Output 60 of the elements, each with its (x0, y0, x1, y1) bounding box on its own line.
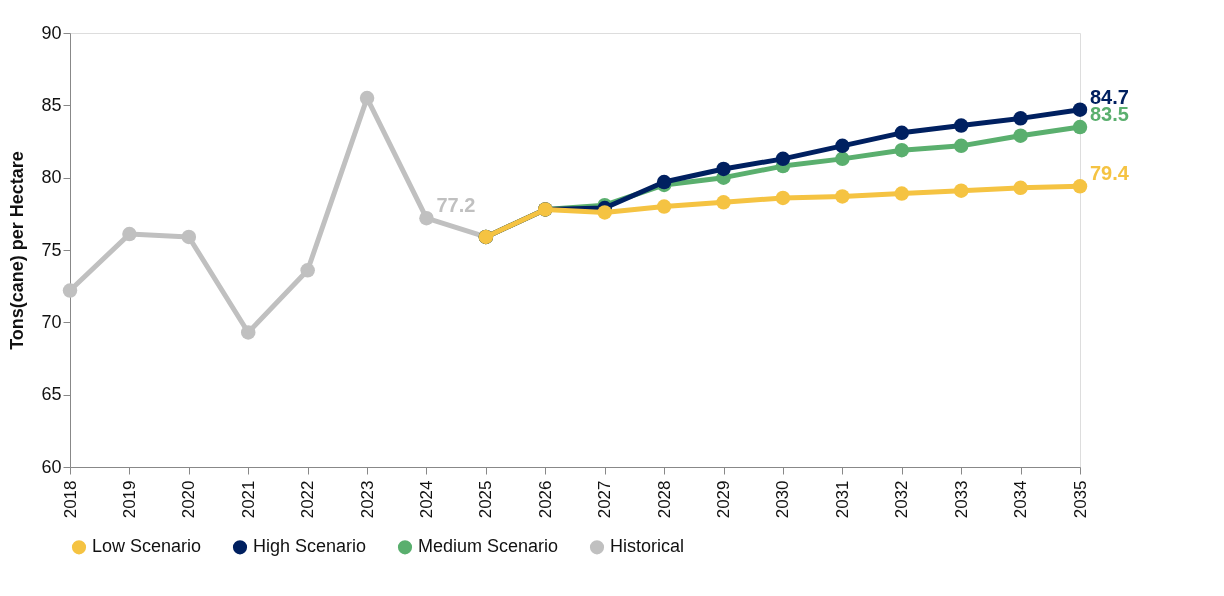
data-label: 77.2 (436, 194, 476, 217)
point (181, 229, 197, 245)
point (1072, 102, 1088, 117)
point (1013, 128, 1028, 143)
y-tick-label: 90 (41, 22, 62, 43)
legend-label: Medium Scenario (418, 536, 559, 557)
point (953, 183, 969, 198)
y-axis-title: Tons(cane) per Hectare (7, 151, 28, 350)
point (1072, 179, 1088, 194)
point (775, 151, 791, 167)
data-label: 79.4 (1090, 162, 1130, 185)
point (775, 190, 791, 206)
point (1013, 180, 1028, 196)
x-tick-label: 2028 (654, 480, 674, 519)
x-tick-label: 2033 (951, 480, 971, 519)
y-tick-label: 75 (41, 239, 62, 260)
point (1013, 111, 1028, 126)
x-tick-label: 2030 (773, 480, 793, 519)
legend-label: Low Scenario (92, 536, 202, 557)
point (359, 90, 375, 106)
point (656, 199, 672, 214)
point (62, 283, 78, 298)
y-tick-label: 80 (41, 167, 62, 188)
x-tick-label: 2018 (60, 480, 80, 519)
point (835, 189, 850, 204)
x-tick-label: 2027 (595, 480, 615, 519)
point (894, 186, 910, 201)
point (122, 226, 137, 242)
point (300, 263, 315, 278)
point (716, 195, 731, 210)
x-tick-label: 2019 (119, 480, 139, 519)
x-tick-label: 2022 (298, 480, 318, 519)
x-tick-label: 2021 (238, 480, 258, 519)
x-tick-label: 2023 (357, 480, 377, 519)
point (1072, 119, 1088, 135)
point (835, 151, 850, 167)
point (894, 142, 910, 158)
point (419, 210, 434, 226)
y-tick-label: 85 (41, 94, 62, 115)
y-tick-label: 70 (41, 311, 62, 332)
point (835, 138, 850, 154)
x-tick-label: 2035 (1070, 480, 1090, 519)
x-tick-label: 2029 (714, 480, 734, 519)
point (240, 325, 256, 340)
point (894, 125, 910, 141)
point (597, 205, 612, 220)
y-tick-label: 65 (41, 384, 62, 405)
x-tick-label: 2020 (179, 480, 199, 519)
legend-label: High Scenario (253, 536, 367, 557)
point (953, 138, 969, 154)
point (716, 161, 731, 177)
point (953, 118, 969, 133)
x-tick-label: 2026 (535, 480, 555, 519)
legend-label: Historical (610, 536, 685, 557)
x-tick-label: 2034 (1011, 480, 1031, 519)
x-tick-label: 2032 (892, 480, 912, 519)
x-tick-label: 2024 (416, 480, 436, 519)
x-tick-label: 2025 (476, 480, 496, 519)
x-tick-label: 2031 (832, 480, 852, 519)
y-tick-label: 60 (41, 456, 62, 477)
